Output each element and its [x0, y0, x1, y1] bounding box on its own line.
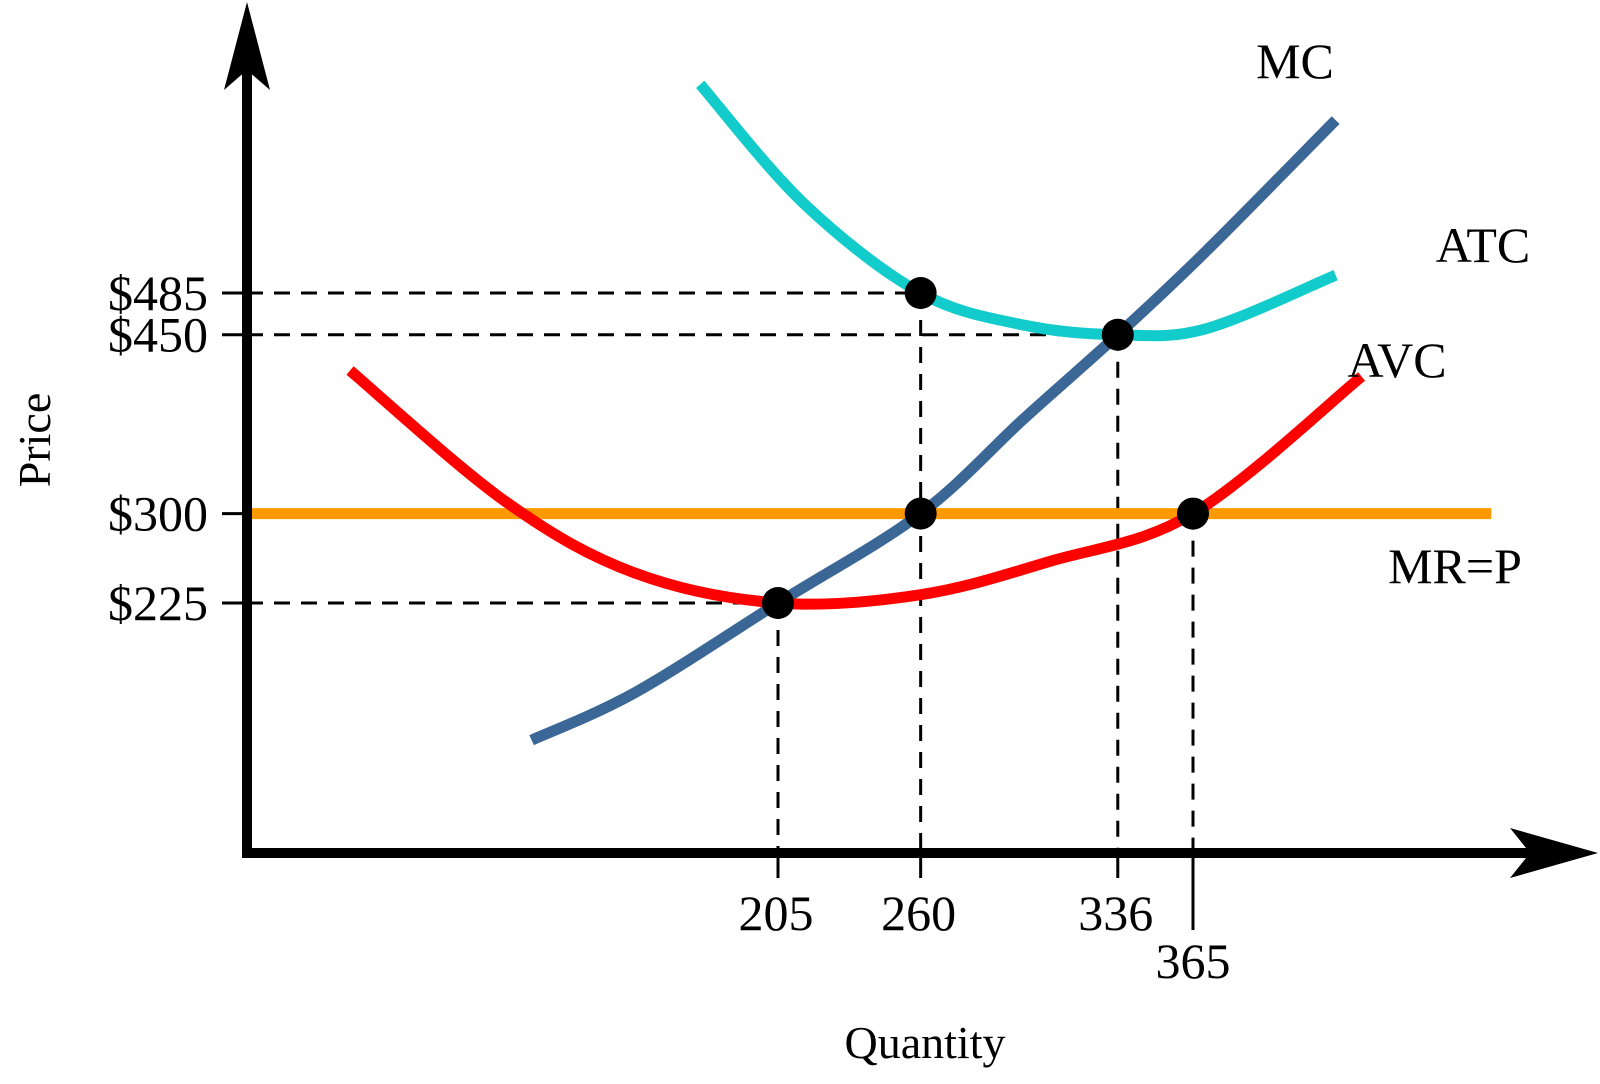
series-atc-line: [696, 80, 1338, 342]
curve-labels: MC ATC AVC MR=P: [1256, 33, 1530, 594]
y-tick-label: $225: [108, 575, 208, 631]
x-axis-title: Quantity: [845, 1017, 1006, 1068]
intersection-point: [904, 497, 937, 530]
series-avc-line: [346, 366, 1366, 610]
x-axis-arrowhead: [1510, 828, 1598, 878]
series-label-mc: MC: [1256, 33, 1334, 89]
y-tick-label: $485: [108, 265, 208, 321]
y-axis-arrowhead: [224, 2, 270, 90]
cost-curves: [246, 80, 1492, 746]
y-axis-title: Price: [9, 393, 60, 488]
series-mc-line: [529, 116, 1340, 746]
x-tick-label: 336: [1078, 885, 1153, 941]
y-tick-label: $300: [108, 486, 208, 542]
y-tick-label: $450: [108, 307, 208, 363]
intersection-point: [762, 587, 794, 619]
intersection-point: [1177, 497, 1209, 530]
intersection-point: [1101, 318, 1134, 351]
series-label-mr-p: MR=P: [1388, 538, 1522, 594]
guide-lines: [247, 291, 1195, 853]
series-label-atc: ATC: [1436, 217, 1530, 273]
series-label-avc: AVC: [1347, 332, 1446, 388]
x-tick-label: 205: [739, 885, 814, 941]
intersection-point: [904, 277, 937, 309]
axes: [224, 2, 1598, 878]
x-tick-label: 365: [1156, 933, 1231, 989]
marked-points: [762, 277, 1209, 619]
x-tick-label: 260: [881, 885, 956, 941]
